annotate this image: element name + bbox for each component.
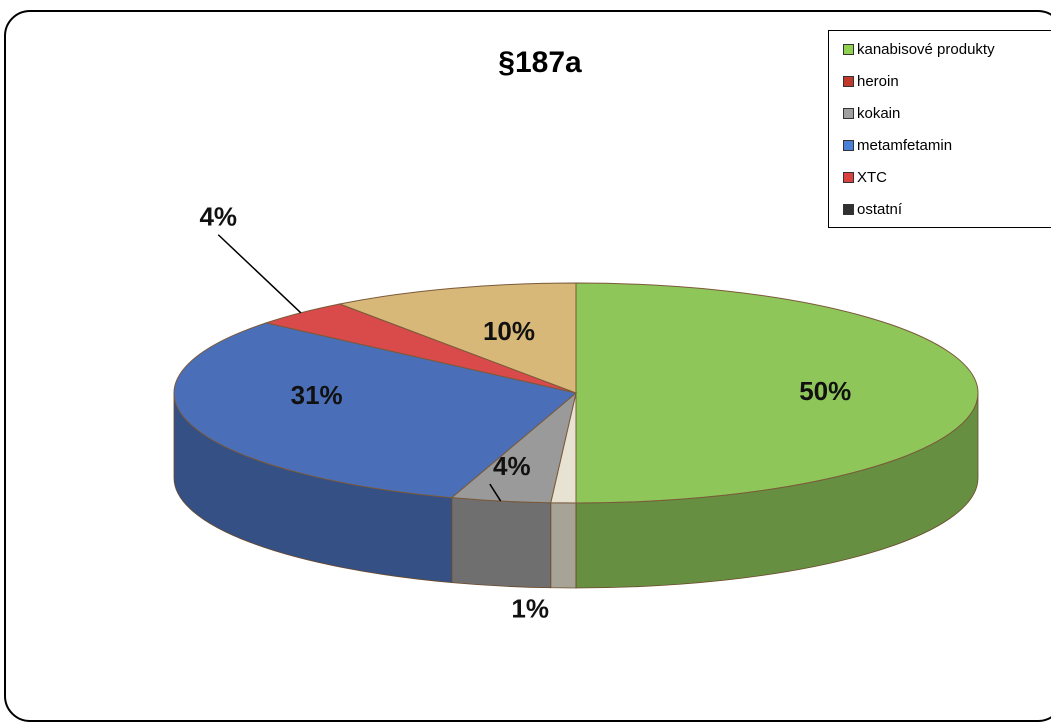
legend-label: heroin [857,72,899,90]
legend-swatch [843,107,854,119]
legend-swatch [843,43,854,55]
pie-slice-metamfetamin [173,322,578,499]
leader-line-xtc [217,234,302,314]
legend-label: metamfetamin [857,136,953,154]
pie-side-heroin [550,502,577,589]
legend-label: kokain [857,104,901,122]
data-label-metamfetamin: 31% [291,380,343,410]
legend: kanabisové produkty heroin kokain metamf… [828,30,1051,228]
legend-item-metamfetamin: metamfetamin [843,135,952,155]
legend-item-kokain: kokain [843,103,900,123]
legend-label: XTC [857,168,887,186]
legend-item-kanabisove-produkty: kanabisové produkty [843,39,995,59]
data-label-ostatni: 10% [483,316,535,346]
chart-title: §187a [498,46,582,79]
data-label-kokain: 4% [493,451,531,481]
legend-item-xtc: XTC [843,167,887,187]
legend-swatch [843,75,854,87]
legend-swatch [843,139,854,151]
leader-line-kokain [489,483,502,502]
data-label-kanabisove-produkty: 50% [799,376,851,406]
pie-side-kokain [451,497,552,589]
legend-swatch [843,203,854,215]
data-label-xtc: 4% [199,202,237,232]
legend-item-heroin: heroin [843,71,899,91]
legend-item-ostatni: ostatní [843,199,902,219]
legend-swatch [843,171,854,183]
legend-label: kanabisové produkty [857,40,995,58]
data-label-heroin: 1% [511,593,549,623]
legend-label: ostatní [857,200,903,218]
pie-slice-ostatni [337,282,577,394]
pie-slice-kanabisove-produkty [575,282,979,504]
